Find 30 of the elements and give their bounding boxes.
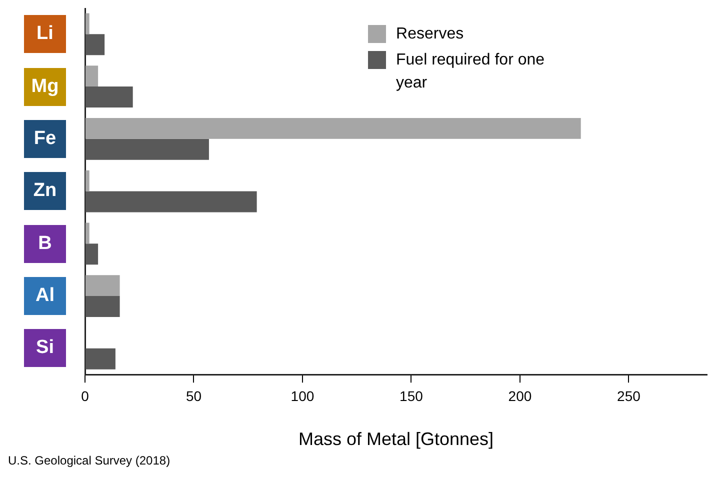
element-tile: Fe	[24, 120, 66, 158]
element-tile: B	[24, 224, 66, 263]
bar	[86, 348, 116, 370]
bar	[86, 275, 120, 296]
bar	[86, 222, 90, 244]
bar	[86, 118, 581, 139]
element-tile: Si	[24, 329, 66, 368]
element-tile: Mg	[24, 68, 66, 106]
bar	[86, 138, 209, 160]
bar	[86, 296, 120, 317]
x-tick-label: 150	[400, 388, 424, 404]
x-tick-label: 50	[186, 388, 202, 404]
element-tile: Al	[24, 277, 66, 316]
legend-label: Fuel required for one year	[396, 51, 545, 92]
x-tick-label: 100	[290, 388, 314, 404]
text: U.S. Geological Survey (2018)	[8, 453, 170, 468]
bar	[86, 66, 98, 87]
bar	[86, 13, 90, 34]
x-tick-label: 250	[617, 388, 641, 404]
x-tick-label: 0	[81, 388, 90, 404]
bar	[86, 191, 257, 212]
element-tile: Zn	[24, 172, 66, 210]
element-tile: Li	[24, 15, 66, 54]
bar	[86, 170, 90, 192]
x-tick-label: 200	[508, 388, 532, 404]
legend-label: Reserves	[396, 25, 464, 42]
bar	[86, 34, 105, 56]
x-axis-title: Mass of Metal [Gtonnes]	[298, 429, 494, 450]
bar	[86, 86, 133, 108]
bar	[86, 244, 98, 265]
